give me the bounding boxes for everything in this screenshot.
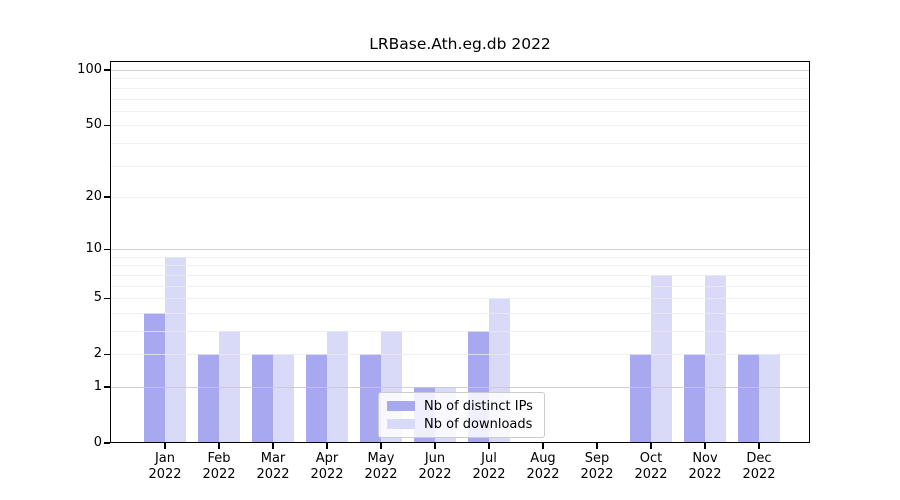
plot-area <box>110 61 810 443</box>
minor-gridline-7 <box>110 274 810 276</box>
y-tick-label-10: 10 <box>85 241 102 257</box>
x-tick-label-nov: Nov 2022 <box>688 451 722 482</box>
minor-gridline-9 <box>110 256 810 258</box>
y-tick-label-100: 100 <box>77 62 102 77</box>
minor-gridline-6 <box>110 285 810 287</box>
x-tick-mark-mar <box>272 443 274 449</box>
y-tick-label-2: 2 <box>93 346 102 362</box>
x-tick-mark-jul <box>488 443 490 449</box>
minor-gridline-50 <box>110 125 810 127</box>
x-tick-label-sep: Sep 2022 <box>580 451 614 482</box>
minor-gridline-3 <box>110 331 810 332</box>
minor-gridline-40 <box>110 142 810 144</box>
bar-may-series0 <box>360 354 381 443</box>
bar-dec-series1 <box>759 354 780 443</box>
x-tick-mark-aug <box>542 443 544 449</box>
x-tick-mark-jun <box>434 443 436 449</box>
minor-gridline-5 <box>110 298 810 300</box>
x-tick-label-jun: Jun 2022 <box>418 451 452 482</box>
x-tick-label-feb: Feb 2022 <box>202 451 236 482</box>
minor-gridline-30 <box>110 165 810 167</box>
x-tick-label-jul: Jul 2022 <box>472 451 506 482</box>
y-tick-label-0: 0 <box>93 435 102 450</box>
legend: Nb of distinct IPs Nb of downloads <box>378 392 545 438</box>
bar-dec-series0 <box>738 354 759 443</box>
y-tick-label-20: 20 <box>85 188 102 204</box>
major-gridline-1 <box>110 387 810 388</box>
bar-feb-series0 <box>198 354 219 443</box>
y-tick-mark-100 <box>103 69 110 71</box>
minor-gridline-4 <box>110 312 810 314</box>
x-tick-label-aug: Aug 2022 <box>526 451 560 482</box>
x-tick-mark-dec <box>758 443 760 449</box>
x-tick-mark-jan <box>164 443 166 449</box>
legend-swatch-distinct-ips <box>387 401 415 411</box>
bar-mar-series0 <box>252 354 273 443</box>
bar-oct-series0 <box>630 354 651 443</box>
y-tick-mark-10 <box>103 248 110 250</box>
legend-swatch-downloads <box>387 419 415 429</box>
y-tick-mark-0 <box>103 442 110 444</box>
major-gridline-100 <box>110 70 810 71</box>
legend-item-distinct-ips: Nb of distinct IPs <box>387 399 536 414</box>
x-tick-mark-sep <box>596 443 598 449</box>
x-tick-label-apr: Apr 2022 <box>310 451 344 482</box>
x-tick-mark-apr <box>326 443 328 449</box>
minor-gridline-80 <box>110 87 810 89</box>
y-tick-mark-2 <box>103 353 110 355</box>
bar-jan-series1 <box>165 256 186 443</box>
legend-label-downloads: Nb of downloads <box>424 416 533 432</box>
minor-gridline-70 <box>110 98 810 100</box>
y-tick-mark-1 <box>103 386 110 388</box>
minor-gridline-90 <box>110 78 810 80</box>
bar-nov-series0 <box>684 354 705 443</box>
minor-gridline-2 <box>110 354 810 356</box>
bar-apr-series0 <box>306 354 327 443</box>
minor-gridline-8 <box>110 265 810 267</box>
x-tick-mark-may <box>380 443 382 449</box>
x-tick-mark-oct <box>650 443 652 449</box>
y-tick-label-50: 50 <box>85 117 102 133</box>
minor-gridline-20 <box>110 196 810 198</box>
chart-title: LRBase.Ath.eg.db 2022 <box>369 35 551 53</box>
legend-item-downloads: Nb of downloads <box>387 417 536 432</box>
x-tick-label-jan: Jan 2022 <box>148 451 182 482</box>
major-gridline-10 <box>110 249 810 251</box>
y-tick-mark-5 <box>103 297 110 299</box>
x-tick-label-dec: Dec 2022 <box>742 451 776 482</box>
legend-label-distinct-ips: Nb of distinct IPs <box>424 398 533 414</box>
x-tick-mark-nov <box>704 443 706 449</box>
bar-jan-series0 <box>144 312 165 443</box>
bar-mar-series1 <box>273 354 294 443</box>
bar-nov-series1 <box>705 274 726 443</box>
x-tick-label-mar: Mar 2022 <box>256 451 290 482</box>
x-tick-label-may: May 2022 <box>364 451 398 482</box>
y-tick-mark-20 <box>103 196 110 198</box>
bar-oct-series1 <box>651 274 672 443</box>
x-tick-mark-feb <box>218 443 220 449</box>
y-tick-label-1: 1 <box>93 379 102 394</box>
x-tick-label-oct: Oct 2022 <box>634 451 668 482</box>
y-tick-label-5: 5 <box>93 290 102 306</box>
minor-gridline-60 <box>110 110 810 112</box>
y-tick-mark-50 <box>103 124 110 126</box>
